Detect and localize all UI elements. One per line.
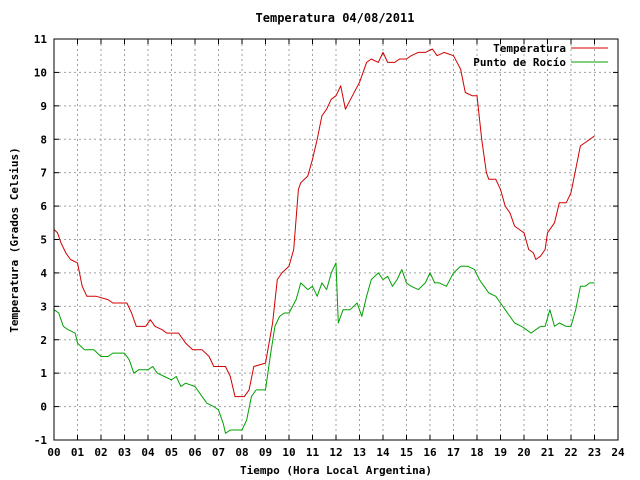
x-tick-label: 20 bbox=[517, 446, 530, 459]
x-tick-label: 06 bbox=[188, 446, 202, 459]
x-tick-label: 03 bbox=[118, 446, 131, 459]
x-tick-label: 24 bbox=[611, 446, 625, 459]
x-tick-label: 13 bbox=[353, 446, 366, 459]
chart-title: Temperatura 04/08/2011 bbox=[256, 11, 415, 25]
y-tick-label: 5 bbox=[40, 234, 47, 247]
x-tick-label: 12 bbox=[329, 446, 342, 459]
y-tick-label: 0 bbox=[40, 401, 47, 414]
grid bbox=[54, 39, 618, 440]
y-tick-label: 11 bbox=[34, 33, 48, 46]
x-tick-label: 19 bbox=[494, 446, 507, 459]
x-tick-label: 22 bbox=[564, 446, 577, 459]
x-tick-label: 14 bbox=[376, 446, 390, 459]
x-tick-label: 05 bbox=[165, 446, 178, 459]
axis-ticks: 00 01 02 03 04 05 06 07 08 09 10 11 12 13 14 15 16 17 18 19… bbox=[34, 33, 625, 459]
x-axis-label: Tiempo (Hora Local Argentina) bbox=[240, 464, 432, 477]
y-tick-label: 4 bbox=[40, 267, 47, 280]
y-tick-label: 2 bbox=[40, 334, 47, 347]
series-line-temperatura bbox=[53, 48, 595, 398]
y-tick-label: 6 bbox=[40, 200, 47, 213]
x-tick-label: 01 bbox=[71, 446, 85, 459]
x-tick-label: 00 bbox=[47, 446, 60, 459]
legend-label-temperatura: Temperatura bbox=[493, 42, 566, 55]
y-tick-label: 1 bbox=[40, 367, 47, 380]
y-tick-label: 8 bbox=[40, 133, 47, 146]
x-tick-label: 04 bbox=[141, 446, 155, 459]
x-tick-label: 02 bbox=[94, 446, 107, 459]
series-line-punto-de-rocio bbox=[53, 262, 595, 434]
y-tick-label: 10 bbox=[34, 66, 47, 79]
y-tick-label: 7 bbox=[40, 167, 47, 180]
y-tick-label: 3 bbox=[40, 300, 47, 313]
x-tick-label: 09 bbox=[259, 446, 272, 459]
y-tick-label: -1 bbox=[34, 434, 48, 447]
x-tick-label: 17 bbox=[447, 446, 460, 459]
x-tick-label: 16 bbox=[423, 446, 437, 459]
x-tick-label: 23 bbox=[588, 446, 601, 459]
y-axis-label: Temperatura (Grados Celsius) bbox=[8, 147, 21, 332]
series-lines bbox=[53, 48, 595, 434]
x-tick-label: 07 bbox=[212, 446, 225, 459]
y-tick-label: 9 bbox=[40, 100, 47, 113]
x-tick-label: 18 bbox=[470, 446, 483, 459]
legend-label-punto-de-rocio: Punto de Rocío bbox=[473, 56, 566, 69]
x-tick-label: 11 bbox=[306, 446, 320, 459]
x-tick-label: 15 bbox=[400, 446, 413, 459]
x-tick-label: 21 bbox=[541, 446, 555, 459]
x-tick-label: 08 bbox=[235, 446, 248, 459]
x-tick-label: 10 bbox=[282, 446, 295, 459]
